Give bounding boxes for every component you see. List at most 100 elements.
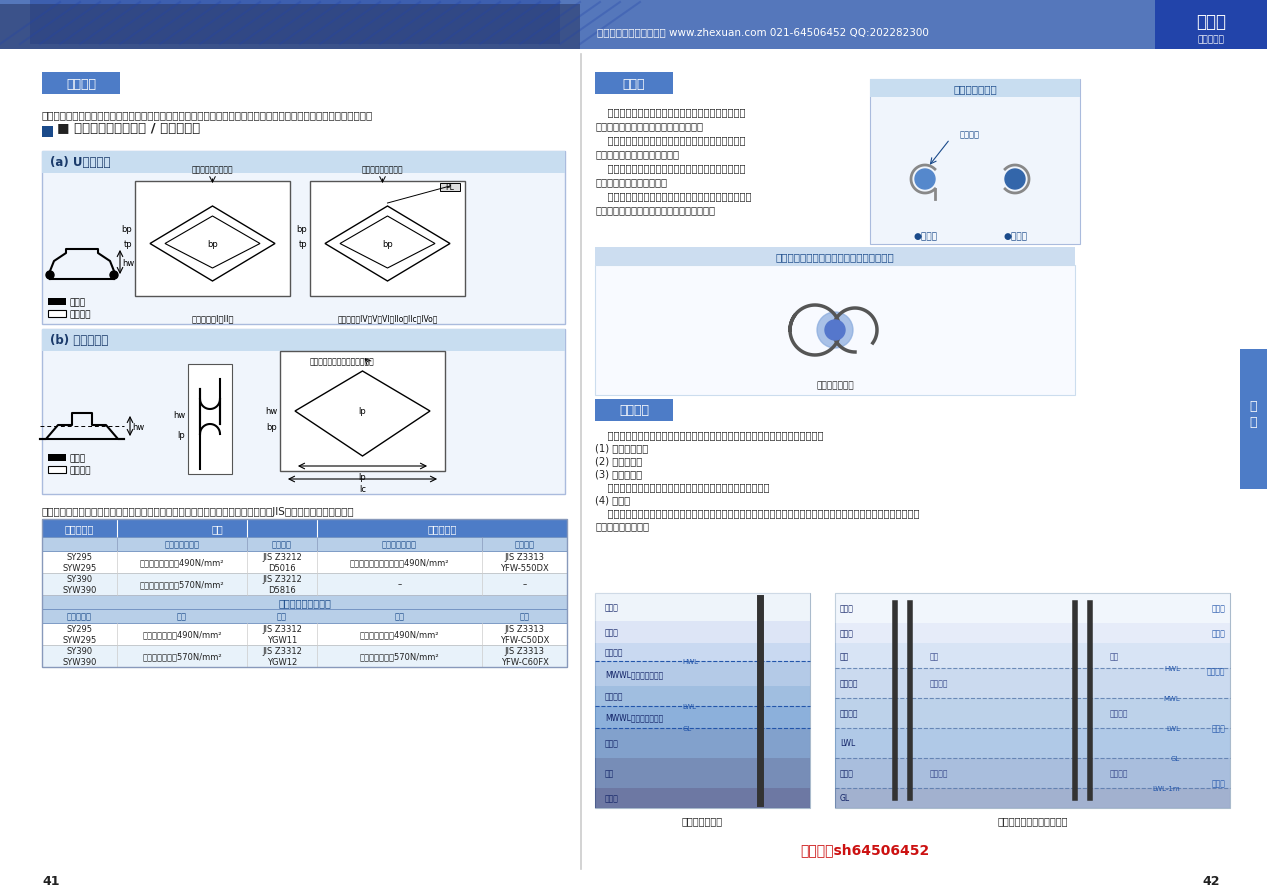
Text: 实心焊丝，等级490N/mm²: 实心焊丝，等级490N/mm² — [142, 629, 222, 639]
Bar — [835, 758, 1230, 789]
Text: 规格名称: 规格名称 — [272, 540, 291, 549]
Text: 大气区: 大气区 — [1211, 603, 1225, 612]
Text: 钢板桩防腐应当根据需要采用不同方法效果更佳。以下为常用的钢板桩防腐方法：: 钢板桩防腐应当根据需要采用不同方法效果更佳。以下为常用的钢板桩防腐方法： — [595, 429, 824, 440]
Text: 二氧化碳气体保护焊: 二氧化碳气体保护焊 — [277, 597, 331, 607]
Text: tp: tp — [123, 240, 132, 249]
Bar — [280, 351, 445, 471]
Bar — [42, 623, 568, 645]
Text: JIS Z3313
YFW-C60FX: JIS Z3313 YFW-C60FX — [500, 646, 549, 666]
Text: bp: bp — [207, 240, 218, 249]
Text: 工厂焊接（IV、V、VI、IIo、IIc、IVo）: 工厂焊接（IV、V、VI、IIo、IIc、IVo） — [337, 314, 437, 323]
Text: hw: hw — [122, 258, 134, 267]
Bar — [136, 181, 290, 297]
Text: 水变化区: 水变化区 — [606, 648, 623, 657]
Text: 最常用的方法为采用专用止水材料在锁口部进行涂层，: 最常用的方法为采用专用止水材料在锁口部进行涂层， — [595, 190, 751, 201]
Text: 大气区: 大气区 — [840, 603, 854, 612]
Text: 目前有多种止水材料，请联系我们获取详情。: 目前有多种止水材料，请联系我们获取详情。 — [595, 205, 715, 215]
Text: 浪溅区: 浪溅区 — [1211, 628, 1225, 637]
Text: 全属覆层: 全属覆层 — [840, 679, 859, 687]
Text: HWL: HWL — [1164, 665, 1180, 671]
Bar — [1240, 350, 1267, 489]
Text: ■ 焊接锁口（临时结构 / 永久结构）: ■ 焊接锁口（临时结构 / 永久结构） — [57, 122, 200, 134]
Bar — [48, 310, 66, 317]
Text: PL: PL — [446, 183, 455, 192]
Text: 焊接区: 焊接区 — [68, 299, 85, 308]
Text: GL: GL — [1171, 755, 1180, 761]
Text: 止水性: 止水性 — [623, 78, 645, 90]
Bar — [595, 729, 810, 758]
Text: 防腐方法: 防腐方法 — [620, 404, 649, 417]
Polygon shape — [340, 216, 435, 269]
Text: 规格名称: 规格名称 — [514, 540, 535, 549]
Circle shape — [1005, 170, 1025, 190]
Text: 上海海喆轩商贸有限公司 www.zhexuan.com 021-64506452 QQ:202282300: 上海海喆轩商贸有限公司 www.zhexuan.com 021-64506452… — [597, 27, 929, 37]
Text: hw: hw — [132, 422, 144, 431]
Text: (a) U型钢板桩: (a) U型钢板桩 — [49, 156, 110, 169]
Bar — [595, 706, 810, 729]
Bar — [595, 644, 810, 662]
Bar — [42, 573, 568, 595]
Text: 钢材钢板桩连续组成的墙体本身就是止水结构。为了: 钢材钢板桩连续组成的墙体本身就是止水结构。为了 — [595, 107, 745, 117]
Text: hw: hw — [172, 410, 185, 419]
Bar — [595, 400, 673, 422]
Text: JIS Z3212
D5016: JIS Z3212 D5016 — [262, 552, 302, 572]
Text: 42: 42 — [1202, 874, 1220, 888]
Text: ●涂抹型: ●涂抹型 — [914, 232, 938, 241]
Bar — [42, 595, 568, 610]
Text: 连接方法: 连接方法 — [66, 78, 96, 90]
Text: 水下区: 水下区 — [606, 738, 618, 747]
Text: JIS Z3212
D5816: JIS Z3212 D5816 — [262, 575, 302, 594]
Text: 焊接区: 焊接区 — [68, 454, 85, 463]
Circle shape — [825, 321, 845, 341]
Text: 众所周知，由于砂土不断进入锁口产生堵塞，因此锁: 众所周知，由于砂土不断进入锁口产生堵塞，因此锁 — [595, 135, 745, 145]
Text: 钢板桩母材: 钢板桩母材 — [67, 611, 92, 620]
Text: 口渗水量会随时间推移而减少。: 口渗水量会随时间推移而减少。 — [595, 148, 679, 159]
Text: MWWL（平均高水位）: MWWL（平均高水位） — [606, 670, 663, 679]
Bar — [310, 181, 465, 297]
Bar — [595, 73, 673, 95]
Text: 等级: 等级 — [277, 611, 288, 620]
Text: SY390
SYW390: SY390 SYW390 — [62, 646, 96, 666]
Text: bp: bp — [122, 224, 132, 233]
Circle shape — [915, 170, 935, 190]
Bar — [48, 299, 66, 306]
Bar — [0, 0, 1267, 50]
Text: 规格: 规格 — [394, 611, 404, 620]
Text: 电解工法: 电解工法 — [930, 769, 949, 778]
Text: 海床: 海床 — [606, 769, 614, 778]
Text: MWL: MWL — [1163, 696, 1180, 701]
Text: 由于施工场地的限制及运输条件等各种原因，有时需要多根钢板桩进行连接以达到要求长度，最常用的连接方法为焊接。: 由于施工场地的限制及运输条件等各种原因，有时需要多根钢板桩进行连接以达到要求长度… — [42, 110, 374, 120]
Text: 焊接后进行表面护理: 焊接后进行表面护理 — [191, 165, 233, 174]
Text: 钢板桩母材: 钢板桩母材 — [65, 523, 94, 534]
Text: hw: hw — [265, 407, 277, 416]
Text: 电解工法: 电解工法 — [1110, 769, 1129, 778]
Text: 低氢型焊材，等级490N/mm²: 低氢型焊材，等级490N/mm² — [139, 558, 224, 567]
Bar — [835, 644, 1230, 668]
Text: 大气区: 大气区 — [606, 603, 618, 611]
Text: GL: GL — [683, 725, 692, 731]
Text: JIS Z3312
YGW11: JIS Z3312 YGW11 — [262, 625, 302, 644]
Text: 涂层: 涂层 — [930, 651, 939, 661]
Bar — [0, 5, 580, 50]
Text: 手焊: 手焊 — [212, 523, 223, 534]
Bar — [595, 758, 810, 789]
Text: 焊接材料的规格: 焊接材料的规格 — [381, 540, 417, 549]
Polygon shape — [326, 207, 450, 282]
Bar — [835, 668, 1230, 698]
Text: 水下区: 水下区 — [840, 769, 854, 778]
Text: 等级: 等级 — [519, 611, 530, 620]
Bar — [440, 184, 460, 192]
Text: 药芯焊丝，等级570N/mm²: 药芯焊丝，等级570N/mm² — [360, 652, 440, 661]
Text: HWL: HWL — [683, 658, 698, 664]
Text: 焊接材料的规格: 焊接材料的规格 — [165, 540, 199, 549]
Text: 泥下区: 泥下区 — [1211, 779, 1225, 788]
Text: 止水材料概略图: 止水材料概略图 — [953, 84, 997, 94]
Text: (b) 槽型钢板桩: (b) 槽型钢板桩 — [49, 334, 108, 347]
Text: 工厂焊接（I、II）: 工厂焊接（I、II） — [191, 314, 233, 323]
Text: 泥下区: 泥下区 — [606, 794, 618, 803]
Text: 金属覆层: 金属覆层 — [1110, 709, 1129, 718]
Bar — [42, 537, 568, 552]
Text: (1) 考虑腐蚀裕量: (1) 考虑腐蚀裕量 — [595, 443, 649, 452]
Bar — [42, 610, 568, 623]
Polygon shape — [295, 372, 430, 457]
